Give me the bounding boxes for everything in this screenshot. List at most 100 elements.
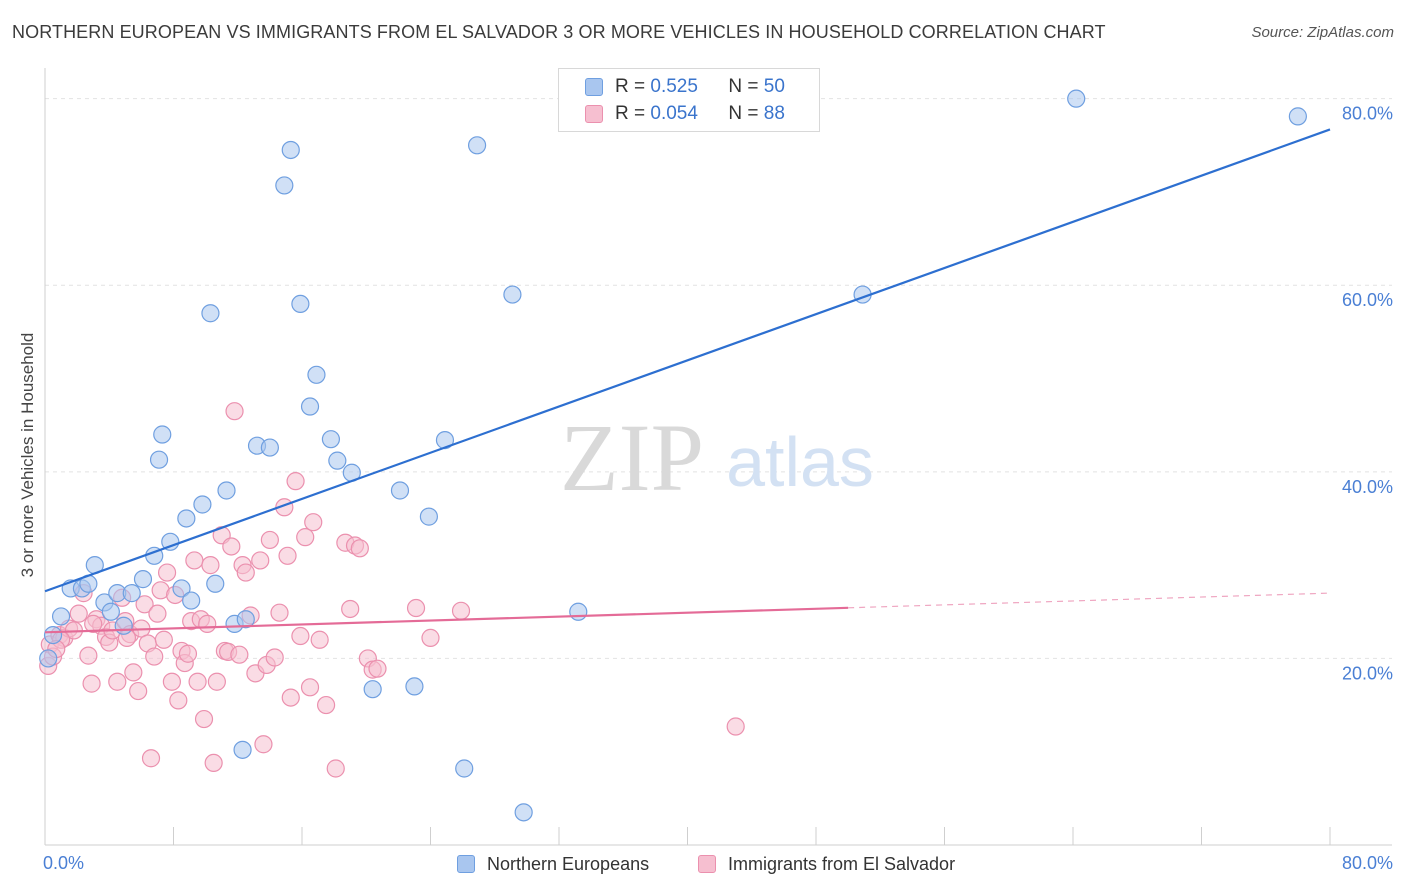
data-point — [291, 294, 310, 314]
data-point — [108, 672, 127, 691]
data-point — [291, 626, 310, 646]
data-point — [133, 570, 153, 589]
data-point — [169, 691, 188, 710]
watermark-atlas: atlas — [726, 423, 874, 501]
data-point — [172, 579, 191, 598]
chart-title: NORTHERN EUROPEAN VS IMMIGRANTS FROM EL … — [12, 22, 1106, 42]
data-point — [153, 425, 172, 444]
data-point — [296, 528, 315, 547]
r-value-blue: 0.525 — [650, 76, 698, 97]
n-label: N = — [728, 76, 759, 97]
data-point — [39, 649, 58, 668]
data-point — [161, 532, 180, 551]
n-label: N = — [728, 103, 759, 124]
data-point — [281, 688, 300, 707]
data-point — [145, 647, 164, 666]
data-point — [217, 481, 236, 500]
r-label: R = — [615, 103, 646, 124]
data-point — [207, 672, 226, 691]
data-point — [363, 680, 382, 699]
data-point — [251, 551, 270, 570]
data-point — [122, 584, 141, 603]
data-point — [135, 595, 154, 614]
data-point — [222, 537, 241, 556]
watermark: ZIP atlas — [560, 404, 874, 511]
data-point — [405, 677, 424, 696]
r-value-pink: 0.054 — [650, 103, 698, 124]
data-point — [157, 563, 177, 582]
data-point — [201, 556, 220, 575]
series-northern-europeans — [39, 89, 1307, 822]
data-point — [149, 450, 169, 469]
data-point — [225, 402, 244, 421]
data-point — [310, 630, 329, 649]
data-point — [178, 644, 198, 663]
data-point — [321, 430, 341, 449]
data-point — [451, 601, 471, 620]
data-point — [124, 663, 143, 682]
data-point — [341, 599, 360, 619]
data-point — [177, 509, 196, 528]
trend-line-immigrants-el-salvador-extension — [848, 592, 1331, 609]
legend-label-immigrants-el-salvador: Immigrants from El Salvador — [728, 853, 956, 874]
n-value-blue: 50 — [763, 76, 785, 97]
r-label: R = — [615, 76, 646, 97]
data-point — [182, 591, 201, 610]
data-point — [82, 674, 101, 693]
data-point — [514, 803, 533, 822]
y-tick-label: 60.0% — [1342, 290, 1393, 310]
data-point — [270, 603, 289, 622]
stats-legend-row-blue: R = 0.525 N = 50 — [585, 75, 785, 99]
data-point — [286, 472, 305, 491]
stats-legend-row-pink: R = 0.054 N = 88 — [585, 102, 785, 126]
data-point — [162, 672, 181, 691]
data-point — [51, 607, 71, 626]
data-point — [185, 551, 204, 570]
data-point — [114, 616, 133, 635]
trend-line-immigrants-el-salvador — [44, 606, 849, 634]
y-tick-label: 20.0% — [1342, 663, 1393, 683]
x-tick-label: 0.0% — [43, 853, 84, 873]
data-point — [43, 625, 63, 645]
data-point — [260, 438, 279, 457]
data-point — [206, 574, 225, 593]
data-point — [421, 628, 440, 647]
n-value-pink: 88 — [763, 103, 785, 124]
legend-item-northern-europeans: Northern Europeans — [457, 851, 649, 877]
data-point — [154, 630, 173, 649]
data-point — [281, 140, 300, 160]
data-point — [194, 709, 214, 729]
pink-swatch — [698, 855, 716, 873]
data-point — [300, 678, 320, 697]
trend-lines — [44, 128, 1331, 634]
blue-swatch — [457, 855, 475, 873]
data-point — [230, 645, 249, 664]
data-point — [141, 749, 161, 768]
data-point — [455, 759, 474, 778]
data-point — [300, 397, 320, 416]
y-tick-label: 80.0% — [1342, 104, 1393, 124]
data-point — [79, 646, 98, 665]
data-point — [326, 759, 345, 778]
data-point — [275, 176, 294, 195]
data-point — [503, 285, 522, 304]
data-point — [236, 563, 255, 582]
data-point — [236, 610, 255, 629]
trend-line-northern-europeans — [44, 128, 1331, 593]
data-point — [201, 304, 220, 323]
data-point — [467, 136, 487, 155]
data-point — [265, 648, 284, 667]
data-point — [419, 507, 438, 526]
data-point — [328, 451, 347, 470]
pink-swatch — [585, 105, 603, 123]
data-point — [260, 530, 279, 550]
data-point — [1067, 89, 1086, 108]
data-point — [406, 598, 426, 618]
data-point — [390, 481, 410, 500]
axes — [44, 68, 1392, 846]
x-tick-label: 80.0% — [1342, 853, 1393, 873]
data-point — [350, 539, 369, 558]
data-point — [129, 681, 148, 701]
data-point — [198, 614, 217, 633]
